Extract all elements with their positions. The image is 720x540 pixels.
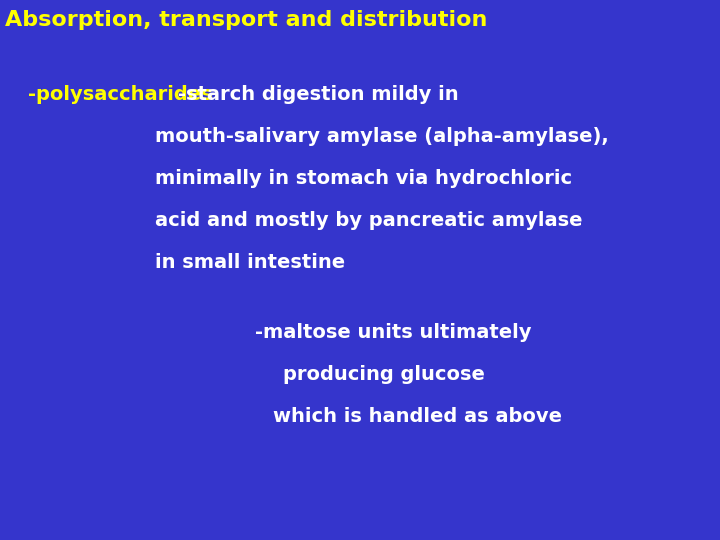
Text: -maltose units ultimately: -maltose units ultimately [255, 323, 531, 342]
Text: which is handled as above: which is handled as above [273, 407, 562, 426]
Text: mouth-salivary amylase (alpha-amylase),: mouth-salivary amylase (alpha-amylase), [155, 127, 608, 146]
Text: acid and mostly by pancreatic amylase: acid and mostly by pancreatic amylase [155, 211, 582, 230]
Text: -starch digestion mildy in: -starch digestion mildy in [178, 85, 459, 104]
Text: Absorption, transport and distribution: Absorption, transport and distribution [5, 10, 487, 30]
Text: producing glucose: producing glucose [283, 365, 485, 384]
Text: minimally in stomach via hydrochloric: minimally in stomach via hydrochloric [155, 169, 572, 188]
Text: -polysaccharides: -polysaccharides [28, 85, 212, 104]
Text: in small intestine: in small intestine [155, 253, 345, 272]
